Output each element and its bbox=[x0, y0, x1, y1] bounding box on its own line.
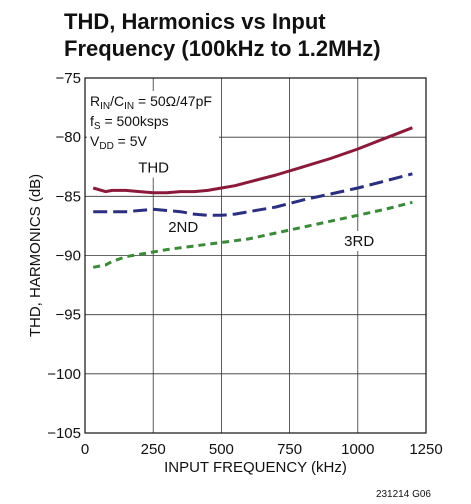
x-tick-label: 0 bbox=[81, 441, 89, 458]
condition-line: RIN/CIN = 50Ω/47pF bbox=[90, 93, 212, 112]
y-axis-label: THD, HARMONICS (dB) bbox=[27, 174, 44, 337]
y-tick-label: −90 bbox=[56, 248, 81, 265]
series-label-background bbox=[166, 216, 207, 237]
y-tick-label: −75 bbox=[56, 70, 81, 87]
series-label-background bbox=[136, 157, 177, 178]
tick-labels: 0 250 500 750 1000 1250 −75 −80 −85 −90 −95 −100 −10… bbox=[47, 70, 442, 458]
series-line-2nd bbox=[93, 172, 413, 217]
data-series bbox=[92, 126, 413, 269]
y-tick-label: −105 bbox=[47, 425, 81, 442]
y-tick-label: −100 bbox=[47, 366, 81, 383]
chart-title: THD, Harmonics vs Input Frequency (100kH… bbox=[64, 8, 464, 62]
y-tick-label: −95 bbox=[56, 307, 81, 324]
x-tick-label: 1000 bbox=[341, 441, 374, 458]
chart-title-line-2: Frequency (100kHz to 1.2MHz) bbox=[64, 36, 381, 61]
figure-code: 231214 G06 bbox=[376, 489, 431, 500]
series-line-3rd bbox=[92, 200, 413, 269]
plot-frame bbox=[84, 77, 427, 434]
condition-line: fS = 500ksps bbox=[90, 113, 169, 132]
x-tick-label: 750 bbox=[277, 441, 302, 458]
x-tick-label: 250 bbox=[141, 441, 166, 458]
x-axis-label: INPUT FREQUENCY (kHz) bbox=[164, 459, 347, 476]
series-line-thd bbox=[92, 126, 413, 195]
condition-line: VDD = 5V bbox=[90, 133, 148, 152]
y-tick-label: −80 bbox=[56, 129, 81, 146]
x-tick-label: 500 bbox=[209, 441, 234, 458]
series-label-background bbox=[342, 231, 383, 252]
x-tick-label: 1250 bbox=[409, 441, 442, 458]
series-label-2nd: 2ND bbox=[168, 219, 198, 236]
series-label-3rd: 3RD bbox=[344, 233, 374, 250]
y-tick-label: −85 bbox=[56, 188, 81, 205]
series-labels: THD 2ND 3RD bbox=[136, 157, 383, 252]
series-label-thd: THD bbox=[138, 160, 169, 177]
chart-title-line-1: THD, Harmonics vs Input bbox=[64, 9, 326, 34]
conditions-background bbox=[87, 91, 219, 158]
